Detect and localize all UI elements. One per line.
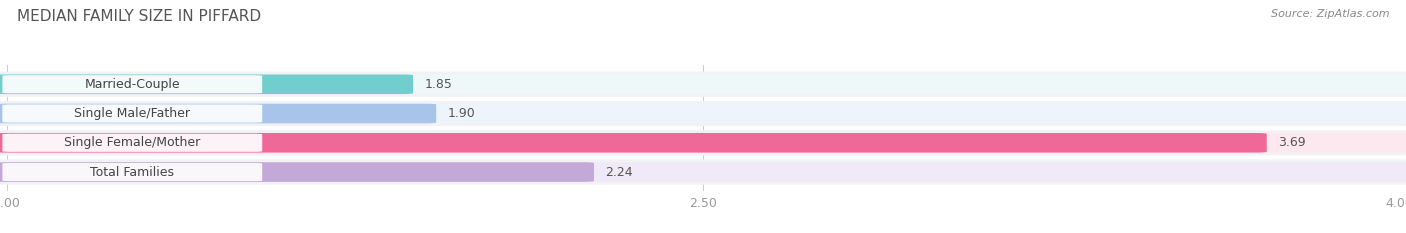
FancyBboxPatch shape bbox=[0, 75, 413, 94]
Text: Single Male/Father: Single Male/Father bbox=[75, 107, 190, 120]
FancyBboxPatch shape bbox=[0, 75, 1406, 94]
Text: MEDIAN FAMILY SIZE IN PIFFARD: MEDIAN FAMILY SIZE IN PIFFARD bbox=[17, 9, 262, 24]
Text: 1.85: 1.85 bbox=[425, 78, 453, 91]
Text: Total Families: Total Families bbox=[90, 165, 174, 178]
FancyBboxPatch shape bbox=[0, 101, 1406, 126]
FancyBboxPatch shape bbox=[3, 163, 263, 181]
FancyBboxPatch shape bbox=[0, 104, 436, 123]
Text: 1.90: 1.90 bbox=[447, 107, 475, 120]
Text: 3.69: 3.69 bbox=[1278, 136, 1306, 149]
FancyBboxPatch shape bbox=[0, 104, 1406, 123]
Text: Single Female/Mother: Single Female/Mother bbox=[65, 136, 201, 149]
FancyBboxPatch shape bbox=[0, 162, 1406, 182]
FancyBboxPatch shape bbox=[3, 75, 263, 93]
FancyBboxPatch shape bbox=[0, 159, 1406, 185]
Text: Source: ZipAtlas.com: Source: ZipAtlas.com bbox=[1271, 9, 1389, 19]
FancyBboxPatch shape bbox=[0, 133, 1406, 153]
Text: Married-Couple: Married-Couple bbox=[84, 78, 180, 91]
Text: 2.24: 2.24 bbox=[606, 165, 633, 178]
FancyBboxPatch shape bbox=[3, 104, 263, 123]
FancyBboxPatch shape bbox=[0, 162, 593, 182]
FancyBboxPatch shape bbox=[0, 133, 1267, 153]
FancyBboxPatch shape bbox=[3, 134, 263, 152]
FancyBboxPatch shape bbox=[0, 72, 1406, 97]
FancyBboxPatch shape bbox=[0, 130, 1406, 155]
